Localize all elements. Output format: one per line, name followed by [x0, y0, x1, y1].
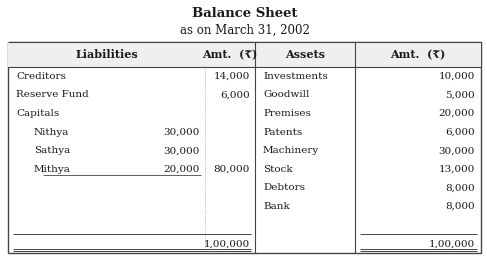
Text: 30,000: 30,000: [164, 146, 200, 155]
Text: 8,000: 8,000: [445, 202, 475, 211]
Text: 80,000: 80,000: [214, 165, 250, 174]
Text: 5,000: 5,000: [445, 90, 475, 99]
Text: Mithya: Mithya: [34, 165, 71, 174]
Bar: [8, 42, 481, 67]
Text: 20,000: 20,000: [439, 109, 475, 118]
Text: 8,000: 8,000: [445, 183, 475, 192]
Text: 30,000: 30,000: [164, 128, 200, 136]
Text: 13,000: 13,000: [439, 165, 475, 174]
Text: 10,000: 10,000: [439, 72, 475, 81]
Text: Creditors: Creditors: [16, 72, 66, 81]
Text: Goodwill: Goodwill: [263, 90, 309, 99]
Bar: [8, 42, 481, 253]
Text: Balance Sheet: Balance Sheet: [192, 6, 297, 20]
Text: 6,000: 6,000: [220, 90, 250, 99]
Text: Premises: Premises: [263, 109, 311, 118]
Text: 1,00,000: 1,00,000: [429, 239, 475, 248]
Text: Debtors: Debtors: [263, 183, 305, 192]
Text: 1,00,000: 1,00,000: [204, 239, 250, 248]
Text: Investments: Investments: [263, 72, 328, 81]
Text: 14,000: 14,000: [214, 72, 250, 81]
Text: 6,000: 6,000: [445, 128, 475, 136]
Text: Patents: Patents: [263, 128, 302, 136]
Text: Stock: Stock: [263, 165, 293, 174]
Text: Machinery: Machinery: [263, 146, 319, 155]
Text: Capitals: Capitals: [16, 109, 59, 118]
Text: Amt.  (₹): Amt. (₹): [391, 49, 446, 60]
Text: Bank: Bank: [263, 202, 290, 211]
Text: Liabilities: Liabilities: [75, 49, 138, 60]
Text: Amt.  (₹): Amt. (₹): [203, 49, 258, 60]
Text: 30,000: 30,000: [439, 146, 475, 155]
Text: Reserve Fund: Reserve Fund: [16, 90, 89, 99]
Text: Sathya: Sathya: [34, 146, 70, 155]
Text: as on March 31, 2002: as on March 31, 2002: [180, 23, 309, 36]
Text: 20,000: 20,000: [164, 165, 200, 174]
Text: Nithya: Nithya: [34, 128, 69, 136]
Text: Assets: Assets: [285, 49, 325, 60]
